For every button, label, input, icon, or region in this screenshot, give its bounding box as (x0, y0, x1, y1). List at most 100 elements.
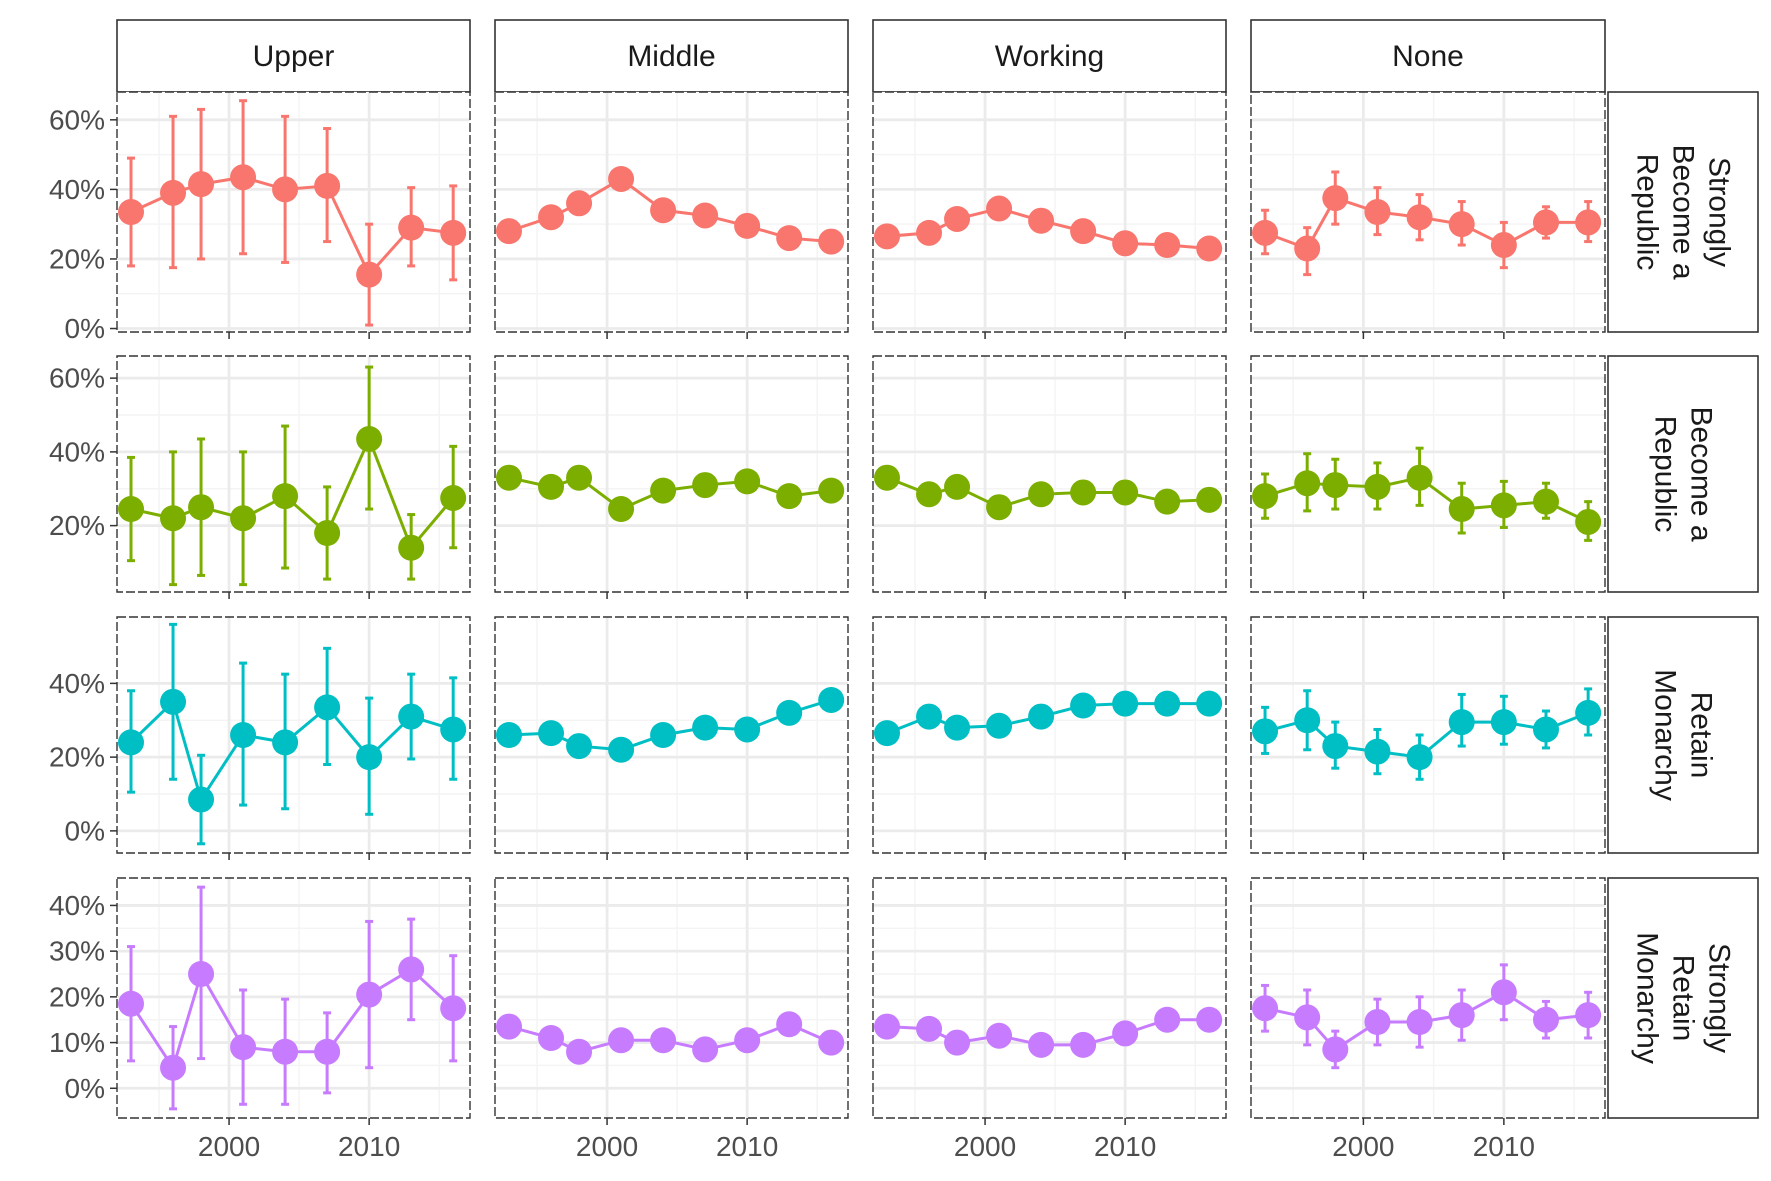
panel-middle-row-0 (494, 91, 849, 339)
strip-upper (116, 19, 471, 93)
data-point (356, 744, 383, 771)
data-point (272, 483, 299, 510)
data-point (188, 786, 215, 813)
data-point (734, 716, 761, 743)
data-point (608, 736, 635, 763)
data-point (1112, 1020, 1139, 1047)
x-tick-label: 2010 (1094, 1131, 1156, 1162)
data-point (538, 1025, 565, 1051)
data-point (1252, 219, 1279, 246)
data-point (1490, 709, 1517, 736)
data-point (944, 1029, 971, 1056)
data-point (118, 496, 145, 523)
data-point (1490, 979, 1517, 1006)
data-point (1252, 483, 1279, 510)
data-point (1406, 744, 1433, 771)
data-point (496, 1013, 523, 1040)
data-point (1070, 1031, 1097, 1058)
data-point (1196, 235, 1223, 262)
strip-label-none: None (1392, 40, 1464, 73)
panel-working-row-2 (872, 616, 1227, 860)
data-point (1322, 185, 1349, 212)
data-point (874, 223, 901, 250)
data-point (734, 1027, 761, 1054)
data-point (272, 176, 299, 203)
data-point (1406, 1009, 1433, 1035)
data-point (650, 722, 677, 748)
panel-background (873, 617, 1226, 853)
strip-label-working: Working (995, 40, 1104, 73)
data-point (1154, 488, 1181, 515)
data-point (1364, 199, 1391, 225)
data-point (188, 171, 215, 198)
y-tick-label: 20% (49, 981, 105, 1012)
data-point (538, 204, 565, 231)
data-point (1028, 481, 1055, 508)
y-tick-label: 0% (65, 1073, 105, 1104)
x-tick-label: 2000 (576, 1131, 638, 1162)
data-point (692, 714, 719, 741)
data-point (440, 219, 467, 246)
data-point (1322, 1036, 1349, 1063)
data-point (874, 720, 901, 747)
data-point (1028, 1031, 1055, 1058)
data-point (230, 1034, 257, 1061)
data-point (314, 1038, 341, 1065)
data-point (1252, 995, 1279, 1022)
data-point (1196, 486, 1223, 513)
row-strip-label: Strongly (1703, 157, 1736, 267)
data-point (776, 699, 803, 726)
data-point (1448, 1002, 1475, 1029)
data-point (496, 218, 523, 245)
panel-border (872, 616, 1227, 854)
data-point (1533, 1006, 1559, 1033)
y-tick-label: 40% (49, 890, 105, 921)
row-strip-label: Become a (1667, 144, 1700, 279)
data-point (608, 496, 635, 523)
data-point (944, 714, 971, 741)
row-strip-label: Strongly (1703, 943, 1736, 1053)
panel-border (494, 355, 849, 593)
panel-border (872, 91, 1227, 333)
panel-border (1250, 877, 1606, 1119)
panel-middle-row-3 (494, 877, 849, 1125)
x-tick-label: 2000 (1332, 1131, 1394, 1162)
data-point (944, 473, 971, 500)
data-point (160, 688, 187, 715)
data-point (1070, 479, 1097, 506)
panel-none-row-2 (1250, 616, 1606, 860)
y-tick-label: 40% (49, 436, 105, 467)
data-point (776, 1011, 803, 1038)
data-point (916, 703, 943, 730)
data-point (986, 195, 1013, 222)
data-point (986, 1022, 1013, 1049)
data-point (1196, 690, 1223, 717)
data-point (776, 225, 803, 252)
data-point (608, 165, 635, 192)
row-strip-label: Become a (1685, 406, 1718, 541)
x-tick-label: 2000 (954, 1131, 1016, 1162)
strip-label-upper: Upper (253, 40, 335, 73)
x-tick-label: 2000 (198, 1131, 260, 1162)
panel-border (116, 616, 471, 854)
panel-background (873, 356, 1226, 592)
data-point (314, 694, 341, 721)
data-point (944, 205, 971, 232)
data-point (496, 464, 523, 491)
data-point (1294, 470, 1321, 497)
data-point (118, 199, 145, 225)
data-point (188, 494, 215, 521)
y-tick-label: 0% (65, 313, 105, 344)
panel-border (494, 877, 849, 1119)
data-point (1364, 473, 1391, 500)
data-point (692, 472, 719, 499)
panel-none-row-1 (1250, 355, 1606, 599)
y-tick-label: 40% (49, 174, 105, 205)
data-point (818, 477, 845, 504)
panel-border (116, 355, 471, 593)
data-point (1154, 1006, 1181, 1033)
y-tick-label: 60% (49, 363, 105, 394)
data-point (1448, 496, 1475, 523)
y-tick-label: 0% (65, 815, 105, 846)
row-strip-label: Monarchy (1649, 669, 1682, 801)
